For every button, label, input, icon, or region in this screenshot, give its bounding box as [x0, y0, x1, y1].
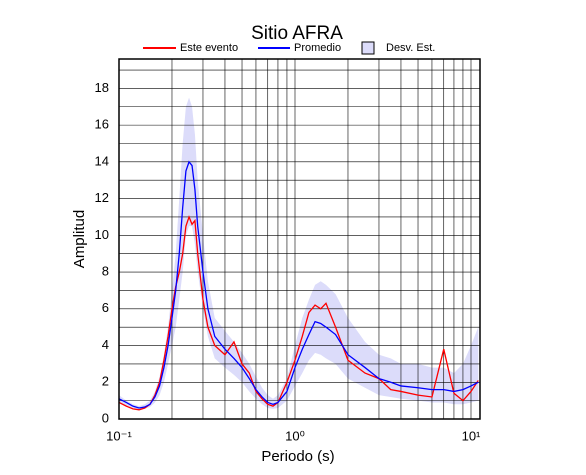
legend-label: Desv. Est. [386, 42, 435, 54]
x-tick-label: 10¹ [462, 428, 481, 443]
series-line [118, 215, 479, 411]
y-tick-label: 0 [102, 410, 109, 425]
y-tick-label: 6 [102, 300, 109, 315]
y-tick-label: 16 [95, 117, 109, 132]
y-tick-label: 2 [102, 374, 109, 389]
std-band [119, 97, 479, 410]
plot-frame [118, 58, 481, 420]
y-tick-label: 4 [102, 337, 109, 352]
y-tick-label: 12 [95, 190, 109, 205]
legend-label: Este evento [180, 42, 238, 54]
chart-title: Sitio AFRA [251, 23, 343, 44]
x-tick-label: 10⁰ [285, 428, 305, 443]
x-tick-label: 10⁻¹ [106, 428, 132, 443]
legend-swatch [361, 41, 375, 55]
y-axis-label: Amplitud [71, 210, 88, 268]
legend-label: Promedio [294, 42, 341, 54]
x-axis-label: Periodo (s) [261, 448, 334, 465]
y-tick-label: 10 [95, 227, 109, 242]
y-tick-label: 8 [102, 263, 109, 278]
y-tick-label: 14 [95, 153, 109, 168]
series-line [118, 160, 479, 409]
y-tick-label: 18 [95, 80, 109, 95]
